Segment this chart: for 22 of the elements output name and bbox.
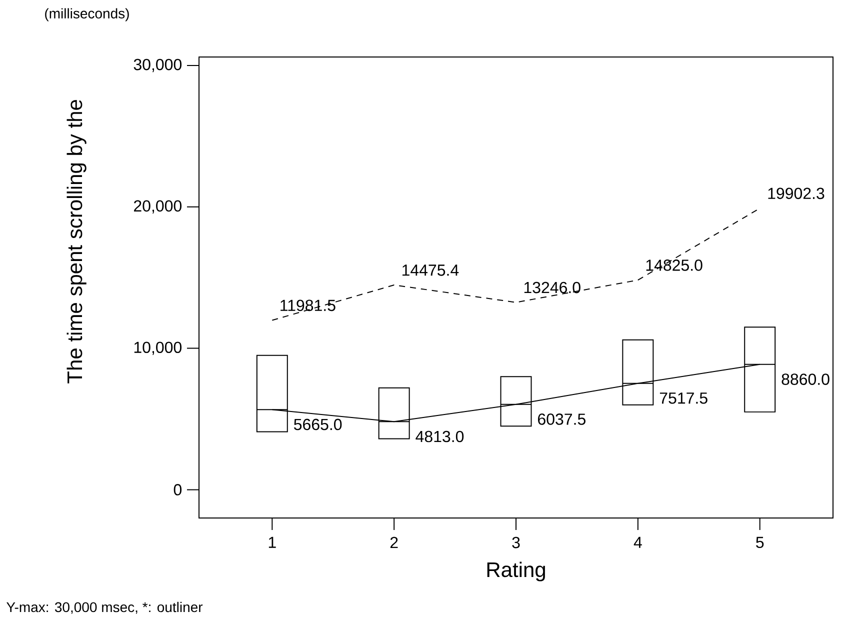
data-label: 14825.0 [646, 260, 702, 271]
data-label: 4813.0 [416, 430, 464, 442]
x-tick-label: 3 [512, 536, 520, 548]
data-label: 14475.4 [402, 264, 459, 276]
y-tick-label: 10,000 [134, 342, 182, 355]
data-label: 7517.5 [660, 392, 708, 404]
x-tick-label: 2 [390, 536, 398, 548]
text: Y-max: 30,000 msec, *: outliner [6, 602, 203, 614]
y-axis-title: The time spent scrolling by the [66, 100, 86, 384]
y-tick-label: 30,000 [134, 58, 182, 72]
text: (milliseconds) [45, 8, 129, 22]
x-tick-label: 4 [634, 536, 642, 548]
x-tick-label: 1 [268, 536, 276, 548]
data-label: 19902.3 [768, 188, 824, 200]
data-label: 8860.0 [782, 374, 830, 385]
x-axis-title: Rating [487, 562, 545, 582]
x-tick-label: 5 [756, 536, 764, 548]
y-tick-label: 0 [174, 484, 182, 496]
data-label: 13246.0 [524, 282, 580, 294]
data-label: 5665.0 [294, 418, 342, 430]
y-tick-label: 20,000 [134, 200, 182, 214]
data-label: 6037.5 [538, 414, 586, 425]
